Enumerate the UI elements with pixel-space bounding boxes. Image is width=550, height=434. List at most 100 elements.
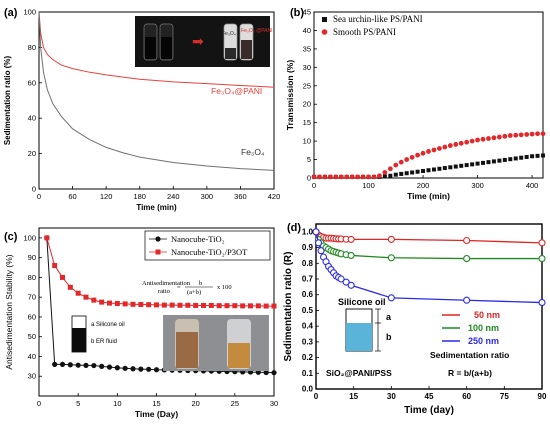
y-tick-label: 15: [303, 118, 311, 127]
data-point: [535, 153, 540, 158]
data-point: [535, 131, 540, 137]
data-point: [366, 174, 371, 180]
panel-b: (b) 0 100 200 300 400 0 5 10 15 20 25 30 35 40 45 Time …: [285, 7, 546, 201]
data-point: [337, 275, 345, 283]
data-point: [224, 303, 230, 309]
data-point: [377, 173, 382, 179]
y-tick-label: 20: [303, 100, 311, 109]
panel-c-formula: Antisedimentation ratio = b (a+b) x 100: [142, 280, 232, 296]
data-point: [513, 156, 518, 161]
label-sio2-pani-pss: SiO₂@PANI/PSS: [326, 368, 392, 378]
tube-label-b: b ER fluid: [91, 339, 117, 345]
panel-d-label: (d): [287, 222, 301, 234]
arrow-icon: ➡: [192, 33, 204, 49]
formula-lhs-1: Antisedimentation: [142, 280, 191, 287]
x-tick-label: 0: [314, 392, 319, 401]
x-tick-label: 30: [270, 399, 278, 408]
data-point: [263, 303, 269, 309]
data-point: [83, 362, 89, 368]
y-tick-label: 1.0: [302, 227, 314, 236]
data-point: [154, 302, 159, 308]
panel-a-axes: 0 60 120 180 240 300 360 420 0 20 40 60 80 100 Time (m…: [3, 8, 280, 213]
data-point: [52, 361, 58, 367]
label-fe3o4: Fe₃O₄: [241, 147, 265, 157]
y-tick-label: 30: [28, 372, 36, 381]
data-point: [540, 131, 546, 137]
x-tick-label: 0: [37, 399, 41, 408]
x-tick-label: 45: [425, 392, 434, 401]
legend-marker-p3ot: [155, 249, 161, 255]
data-point: [415, 169, 420, 174]
label-a: a: [386, 312, 392, 322]
data-point: [130, 301, 136, 307]
y-tick-label: 0.2: [302, 353, 314, 362]
data-point: [496, 134, 502, 140]
x-tick-label: 20: [191, 399, 199, 408]
panel-a-label: (a): [4, 7, 18, 19]
x-tick-label: 15: [349, 392, 358, 401]
x-axis-label: Time (day): [404, 405, 454, 416]
x-tick-label: 25: [231, 399, 239, 408]
data-point: [347, 281, 355, 289]
data-point: [91, 297, 97, 303]
data-point: [349, 174, 355, 180]
data-point: [130, 366, 136, 372]
data-point: [169, 302, 175, 308]
x-tick-label: 420: [268, 192, 281, 201]
data-point: [480, 136, 486, 142]
y-axis-label: Antisedimentation Stability (%): [4, 254, 14, 369]
y-tick-label: 0.1: [302, 369, 314, 378]
panel-a: (a) 0 60 120 180 240 300 360 420 0 20 40 60 80 100 Tim…: [3, 7, 280, 212]
x-tick-label: 300: [471, 181, 484, 190]
data-point: [99, 299, 105, 305]
data-point: [387, 254, 395, 262]
x-tick-label: 300: [201, 192, 214, 201]
data-point: [271, 370, 277, 376]
panel-d-plot: [312, 228, 546, 307]
data-point: [138, 366, 144, 372]
y-tick-label: 0.7: [302, 275, 314, 284]
data-point: [464, 163, 469, 168]
data-point: [513, 132, 519, 138]
y-axis-label: Transmission (%): [285, 60, 295, 131]
label-r-formula: R = b/(a+b): [448, 368, 492, 378]
y-tick-label: 90: [28, 253, 36, 262]
data-point: [475, 137, 480, 143]
y-tick-label: 0: [307, 174, 311, 183]
legend-label-p3ot: Nanocube-TiO₂/P3OT: [171, 247, 248, 257]
panel-a-frame: [38, 11, 275, 190]
data-point: [344, 174, 350, 180]
data-point: [393, 162, 399, 168]
data-point: [271, 303, 277, 309]
y-axis-label: Sedimentation ratio (%): [3, 55, 12, 145]
data-point: [463, 236, 471, 245]
panel-d-axes: 0 15 30 45 60 75 90 0.0 0.1 0.2 0.3 0.4 0.5 0.6 0.7 0.8…: [283, 227, 547, 416]
legend-label-50nm: 50 nm: [474, 310, 500, 320]
y-tick-label: 10: [303, 137, 311, 146]
y-tick-label: 0.9: [302, 243, 314, 252]
data-point: [538, 239, 546, 247]
data-point: [421, 168, 426, 173]
y-tick-label: 40: [303, 26, 311, 35]
legend-marker-smooth: [321, 29, 328, 35]
data-point: [431, 167, 436, 172]
data-point: [333, 174, 339, 180]
data-point: [67, 284, 73, 290]
panel-d-legend: 50 nm 100 nm 250 nm: [442, 310, 500, 346]
data-point: [371, 174, 377, 180]
data-point: [442, 144, 448, 150]
y-tick-label: 20: [28, 149, 36, 158]
data-point: [83, 294, 89, 300]
y-tick-label: 100: [23, 233, 36, 242]
x-tick-label: 75: [500, 392, 509, 401]
data-point: [114, 301, 120, 307]
data-point: [146, 302, 152, 308]
series-line: [38, 11, 275, 171]
formula-num: b: [199, 280, 202, 287]
panel-c-photo-inset: [163, 315, 269, 371]
data-point: [216, 303, 222, 309]
legend-marker-sea-urchin: [322, 17, 327, 22]
y-tick-label: 80: [28, 43, 36, 52]
data-point: [317, 174, 322, 180]
label-sedimentation-ratio: Sedimentation ratio: [430, 350, 509, 360]
